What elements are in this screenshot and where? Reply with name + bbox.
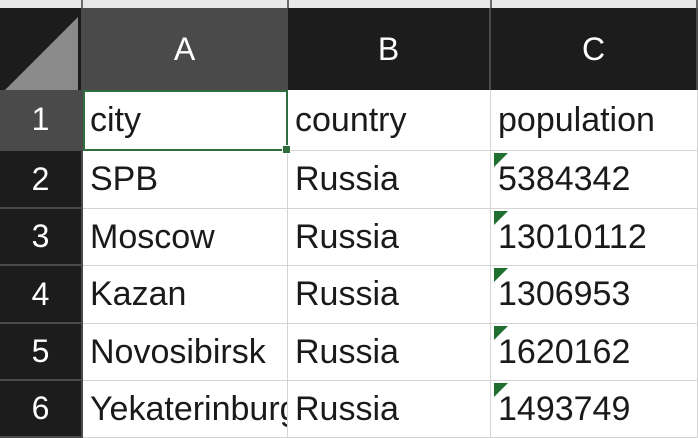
cell-c3[interactable]: 13010112	[491, 209, 698, 266]
cell-a6[interactable]: Yekaterinburg	[83, 381, 288, 438]
cell-text: city	[90, 100, 141, 139]
cell-text: Novosibirsk	[90, 332, 266, 371]
row-header-2[interactable]: 2	[0, 151, 83, 209]
number-as-text-warning-icon	[494, 268, 508, 282]
cell-a5[interactable]: Novosibirsk	[83, 324, 288, 381]
top-edge-bar	[0, 0, 698, 8]
cell-c6[interactable]: 1493749	[491, 381, 698, 438]
sheet-row-6: 6 Yekaterinburg Russia 1493749	[0, 381, 698, 438]
cell-c5[interactable]: 1620162	[491, 324, 698, 381]
top-edge-tick	[287, 0, 289, 8]
select-all-corner-icon	[4, 17, 78, 91]
cell-a4[interactable]: Kazan	[83, 266, 288, 324]
cell-text: Russia	[295, 217, 399, 256]
cell-b2[interactable]: Russia	[288, 151, 491, 209]
cell-b3[interactable]: Russia	[288, 209, 491, 266]
sheet-row-5: 5 Novosibirsk Russia 1620162	[0, 324, 698, 381]
cell-text: Russia	[295, 389, 399, 428]
cell-a3[interactable]: Moscow	[83, 209, 288, 266]
cell-text: Russia	[295, 332, 399, 371]
row-header-3[interactable]: 3	[0, 209, 83, 266]
number-as-text-warning-icon	[494, 383, 508, 397]
sheet-row-2: 2 SPB Russia 5384342	[0, 151, 698, 209]
cell-b6[interactable]: Russia	[288, 381, 491, 438]
top-edge-tick	[696, 0, 698, 8]
column-header-c[interactable]: C	[491, 8, 698, 90]
cell-text: 1620162	[498, 332, 631, 371]
top-edge-tick	[81, 0, 83, 8]
cell-text: 1493749	[498, 389, 631, 428]
cell-text: 5384342	[498, 160, 631, 198]
number-as-text-warning-icon	[494, 326, 508, 340]
cell-text: population	[498, 100, 655, 139]
column-header-b[interactable]: B	[288, 8, 491, 90]
select-all-button[interactable]	[0, 8, 83, 91]
cell-text: Moscow	[90, 217, 215, 256]
cell-text: Russia	[295, 160, 399, 198]
cell-b4[interactable]: Russia	[288, 266, 491, 324]
cell-c2[interactable]: 5384342	[491, 151, 698, 209]
row-header-1[interactable]: 1	[0, 90, 83, 151]
sheet-row-3: 3 Moscow Russia 13010112	[0, 209, 698, 266]
cell-text: Kazan	[90, 275, 187, 313]
column-header-a[interactable]: A	[83, 8, 288, 90]
cell-text: country	[295, 100, 407, 139]
cell-c1[interactable]: population	[491, 90, 698, 151]
column-header-row: A B C	[0, 8, 698, 91]
sheet-row-1: 1 city country population	[0, 90, 698, 154]
top-edge-tick	[490, 0, 492, 8]
row-header-6[interactable]: 6	[0, 381, 83, 438]
sheet-row-4: 4 Kazan Russia 1306953	[0, 266, 698, 324]
cell-text: 1306953	[498, 275, 631, 313]
cell-b5[interactable]: Russia	[288, 324, 491, 381]
fill-handle[interactable]	[282, 145, 291, 154]
cell-a2[interactable]: SPB	[83, 151, 288, 209]
cell-c4[interactable]: 1306953	[491, 266, 698, 324]
number-as-text-warning-icon	[494, 153, 508, 167]
cell-a1[interactable]: city	[83, 90, 291, 154]
row-header-5[interactable]: 5	[0, 324, 83, 381]
cell-text: Russia	[295, 275, 399, 313]
cell-text: 13010112	[498, 217, 647, 256]
cell-text: SPB	[90, 160, 159, 198]
cell-text: Yekaterinburg	[90, 389, 288, 428]
row-header-4[interactable]: 4	[0, 266, 83, 324]
cell-b1[interactable]: country	[288, 90, 491, 151]
number-as-text-warning-icon	[494, 211, 508, 225]
